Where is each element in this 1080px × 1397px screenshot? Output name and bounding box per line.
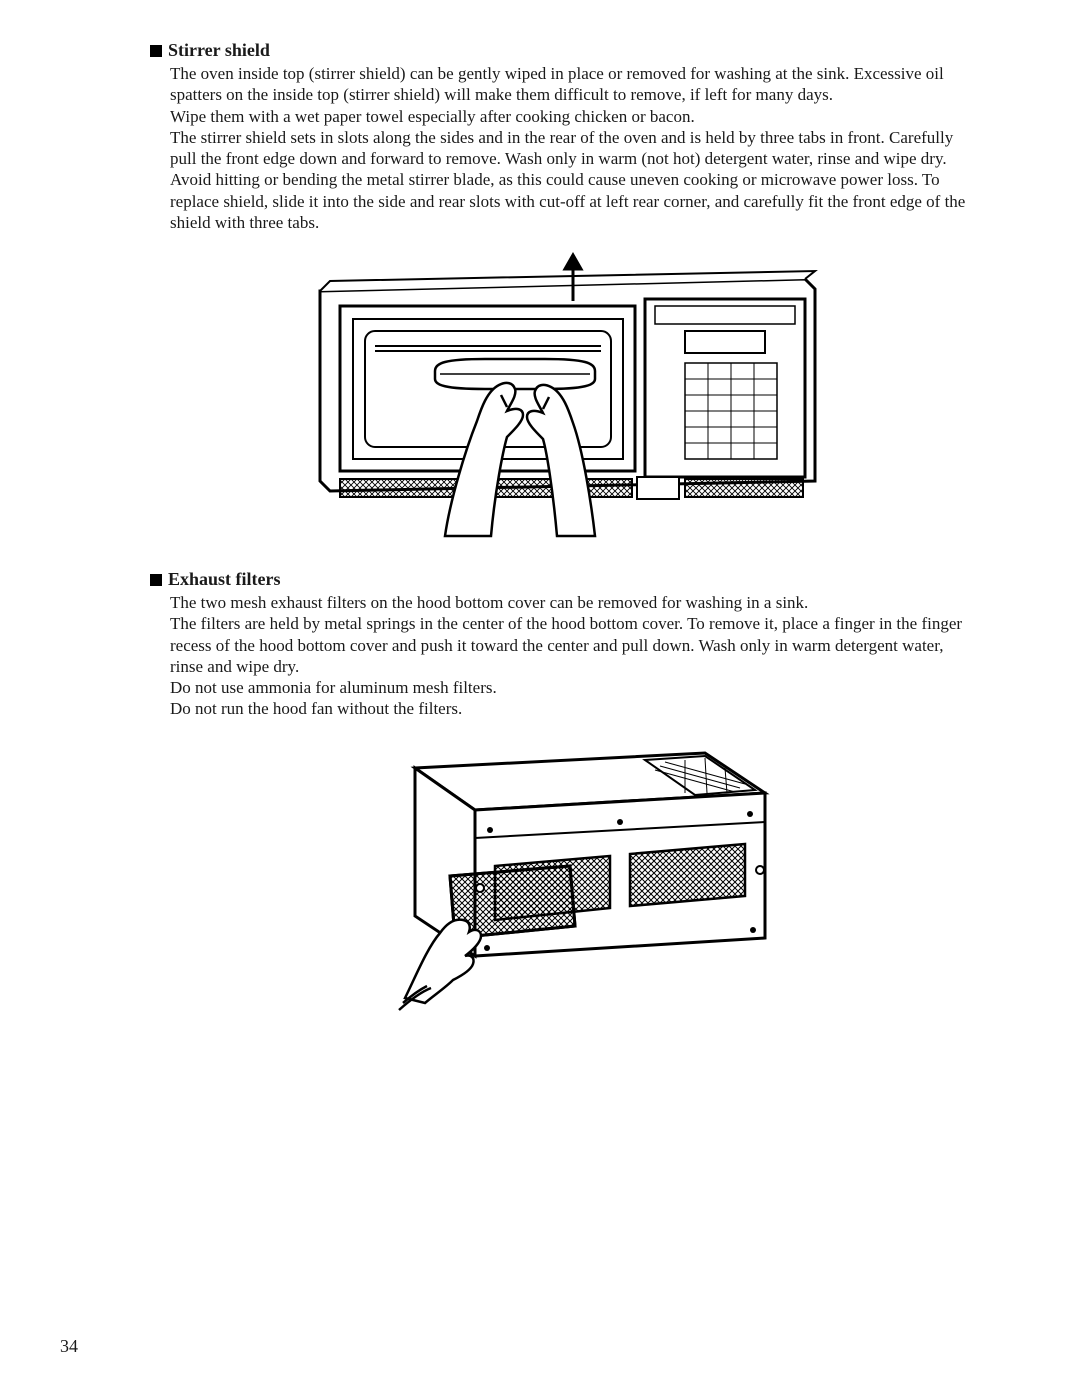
heading-stirrer-shield: Stirrer shield xyxy=(150,40,980,61)
manual-page: Stirrer shield The oven inside top (stir… xyxy=(0,0,1080,1397)
figure-exhaust-filters xyxy=(345,738,785,1028)
section-exhaust-filters: Exhaust filters The two mesh exhaust fil… xyxy=(150,569,980,1028)
square-bullet-icon xyxy=(150,45,162,57)
section-stirrer-shield: Stirrer shield The oven inside top (stir… xyxy=(150,40,980,541)
figure-stirrer-shield xyxy=(285,251,845,541)
heading-exhaust-filters: Exhaust filters xyxy=(150,569,980,590)
page-number: 34 xyxy=(60,1336,78,1357)
paragraph: The stirrer shield sets in slots along t… xyxy=(170,127,980,233)
paragraph: The oven inside top (stirrer shield) can… xyxy=(170,63,980,106)
paragraph: The two mesh exhaust filters on the hood… xyxy=(170,592,980,613)
paragraph: The filters are held by metal springs in… xyxy=(170,613,980,677)
paragraph: Do not run the hood fan without the filt… xyxy=(170,698,980,719)
square-bullet-icon xyxy=(150,574,162,586)
paragraph: Do not use ammonia for aluminum mesh fil… xyxy=(170,677,980,698)
heading-text: Exhaust filters xyxy=(168,569,281,590)
paragraph: Wipe them with a wet paper towel especia… xyxy=(170,106,980,127)
heading-text: Stirrer shield xyxy=(168,40,270,61)
